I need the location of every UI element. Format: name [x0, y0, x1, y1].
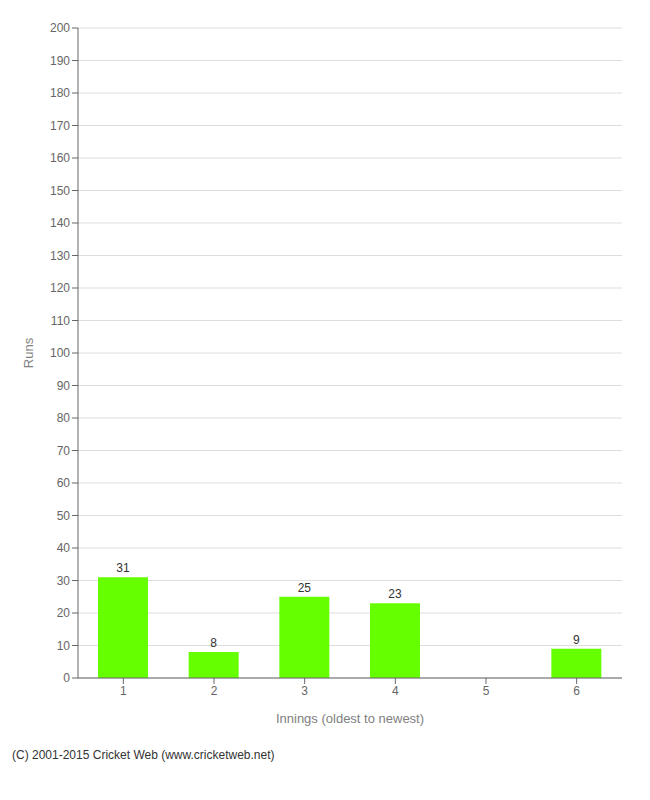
svg-text:60: 60 — [57, 476, 71, 490]
svg-text:10: 10 — [57, 639, 71, 653]
svg-text:160: 160 — [50, 151, 70, 165]
svg-text:170: 170 — [50, 119, 70, 133]
svg-text:4: 4 — [392, 684, 399, 698]
svg-text:70: 70 — [57, 444, 71, 458]
svg-text:20: 20 — [57, 606, 71, 620]
svg-text:200: 200 — [50, 21, 70, 35]
svg-text:50: 50 — [57, 509, 71, 523]
svg-text:8: 8 — [210, 636, 217, 650]
svg-text:9: 9 — [573, 633, 580, 647]
svg-text:25: 25 — [298, 581, 312, 595]
svg-text:110: 110 — [51, 314, 70, 328]
svg-text:100: 100 — [50, 346, 70, 360]
svg-text:6: 6 — [573, 684, 580, 698]
svg-text:Runs: Runs — [21, 337, 36, 368]
svg-text:80: 80 — [57, 411, 71, 425]
html-text:(C) 2001-2015 Cricket Web (www: (C) 2001-2015 Cricket Web (www.cricketwe… — [12, 748, 275, 762]
svg-text:130: 130 — [50, 249, 70, 263]
svg-text:30: 30 — [57, 574, 71, 588]
svg-text:120: 120 — [50, 281, 70, 295]
svg-text:23: 23 — [388, 587, 402, 601]
svg-text:3: 3 — [301, 684, 308, 698]
svg-text:180: 180 — [50, 86, 70, 100]
svg-text:90: 90 — [57, 379, 71, 393]
svg-text:190: 190 — [50, 54, 70, 68]
svg-text:31: 31 — [116, 561, 130, 575]
svg-text:1: 1 — [120, 684, 127, 698]
svg-text:40: 40 — [57, 541, 71, 555]
svg-text:150: 150 — [50, 184, 70, 198]
svg-text:140: 140 — [50, 216, 70, 230]
svg-text:2: 2 — [211, 684, 218, 698]
svg-text:5: 5 — [483, 684, 490, 698]
svg-text:0: 0 — [63, 671, 70, 685]
svg-text:Innings (oldest to newest): Innings (oldest to newest) — [276, 711, 424, 726]
